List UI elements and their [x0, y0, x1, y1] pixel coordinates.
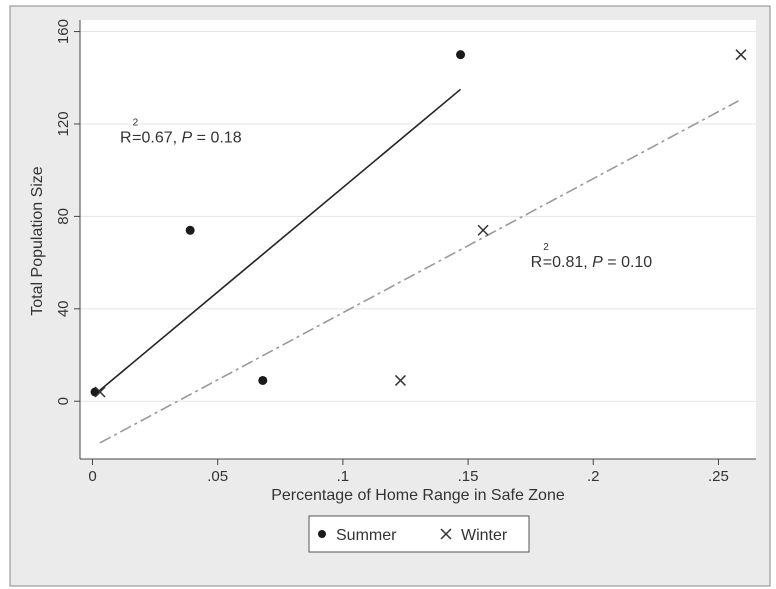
legend-label-winter: Winter	[461, 527, 508, 544]
legend-label-summer: Summer	[336, 527, 397, 544]
y-tick-label: 120	[55, 111, 72, 136]
legend-marker-winter	[440, 528, 452, 540]
y-axis-title: Total Population Size	[29, 166, 46, 316]
x-axis: 0 .05 .1 .15 .2 .25	[80, 458, 756, 485]
legend-box	[308, 515, 530, 553]
grid-lines	[80, 31, 756, 402]
x-tick-label: .05	[207, 468, 228, 485]
fit-line-summer	[94, 88, 462, 395]
annotations: R2 =0.67, P = 0.18 R2 =0.81, P = 0.10	[120, 117, 652, 271]
data-point-winter	[477, 224, 489, 236]
data-point-winter	[394, 374, 407, 386]
data-point-winter	[94, 386, 106, 398]
y-tick-label: 0	[55, 397, 72, 405]
fit-line-winter	[99, 100, 739, 444]
data-point-summer	[456, 50, 466, 60]
x-axis-title: Percentage of Home Range in Safe Zone	[271, 487, 565, 504]
data-point-summer	[185, 225, 195, 235]
x-tick-label: .1	[337, 468, 350, 485]
data-points	[90, 49, 747, 398]
y-tick-label: 160	[55, 19, 72, 44]
annotation-summer: R2 =0.67, P = 0.18	[120, 117, 242, 146]
data-point-summer	[258, 375, 268, 385]
x-tick-label: 0	[88, 468, 96, 485]
x-tick-label: .2	[587, 468, 600, 485]
fit-lines	[94, 88, 739, 444]
data-point-winter	[735, 49, 747, 61]
annotation-winter: R2 =0.81, P = 0.10	[531, 242, 653, 271]
data-point-summer	[90, 387, 100, 397]
legend-marker-summer	[318, 530, 326, 538]
x-tick-label: .25	[708, 468, 729, 485]
y-tick-label: 80	[55, 208, 72, 225]
y-tick-label: 40	[55, 300, 72, 317]
x-tick-label: .15	[458, 468, 479, 485]
legend: Summer Winter	[308, 515, 530, 553]
plot-area	[80, 20, 756, 459]
y-axis: 0 40 80 120 160	[55, 19, 81, 459]
